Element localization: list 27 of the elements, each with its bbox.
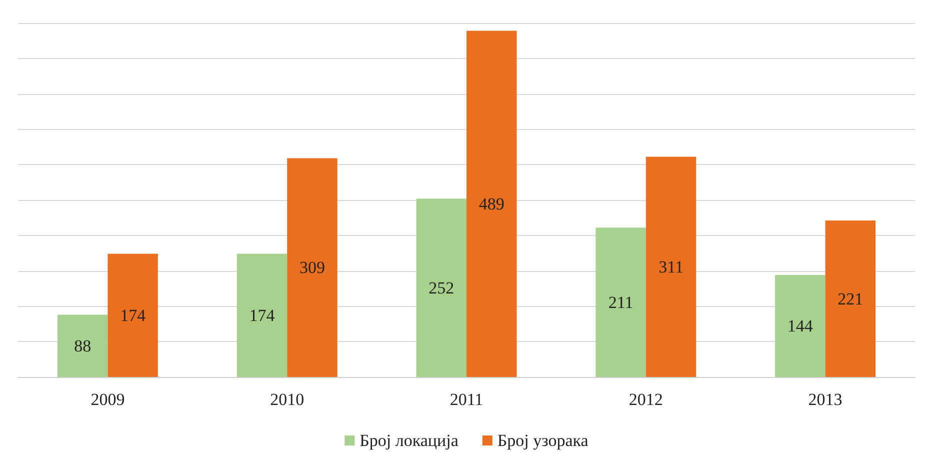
data-label: 211 bbox=[608, 292, 634, 312]
data-label: 311 bbox=[658, 257, 684, 276]
data-label: 88 bbox=[74, 336, 92, 356]
data-label: 489 bbox=[478, 194, 504, 214]
legend-label: Број узорака bbox=[497, 431, 589, 450]
bar bbox=[236, 254, 288, 377]
data-label: 174 bbox=[249, 306, 276, 325]
bar bbox=[596, 228, 646, 377]
data-label: 309 bbox=[299, 258, 325, 278]
legend-label: Број локација bbox=[360, 431, 459, 450]
x-tick-label: 2009 bbox=[90, 390, 125, 409]
x-tick-label: 2012 bbox=[628, 390, 663, 409]
bar bbox=[57, 314, 108, 377]
x-tick-label: 2010 bbox=[270, 390, 304, 409]
data-label: 174 bbox=[120, 306, 146, 325]
bar bbox=[466, 30, 517, 377]
bar bbox=[646, 156, 696, 377]
bar bbox=[825, 220, 876, 377]
data-label: 252 bbox=[428, 278, 454, 298]
data-label: 221 bbox=[838, 289, 864, 308]
bar bbox=[108, 254, 158, 377]
bar bbox=[287, 158, 338, 377]
bar bbox=[775, 275, 826, 377]
x-tick-label: 2011 bbox=[450, 390, 484, 409]
bar bbox=[416, 198, 466, 377]
data-label: 144 bbox=[787, 316, 814, 336]
x-tick-label: 2013 bbox=[808, 390, 842, 409]
